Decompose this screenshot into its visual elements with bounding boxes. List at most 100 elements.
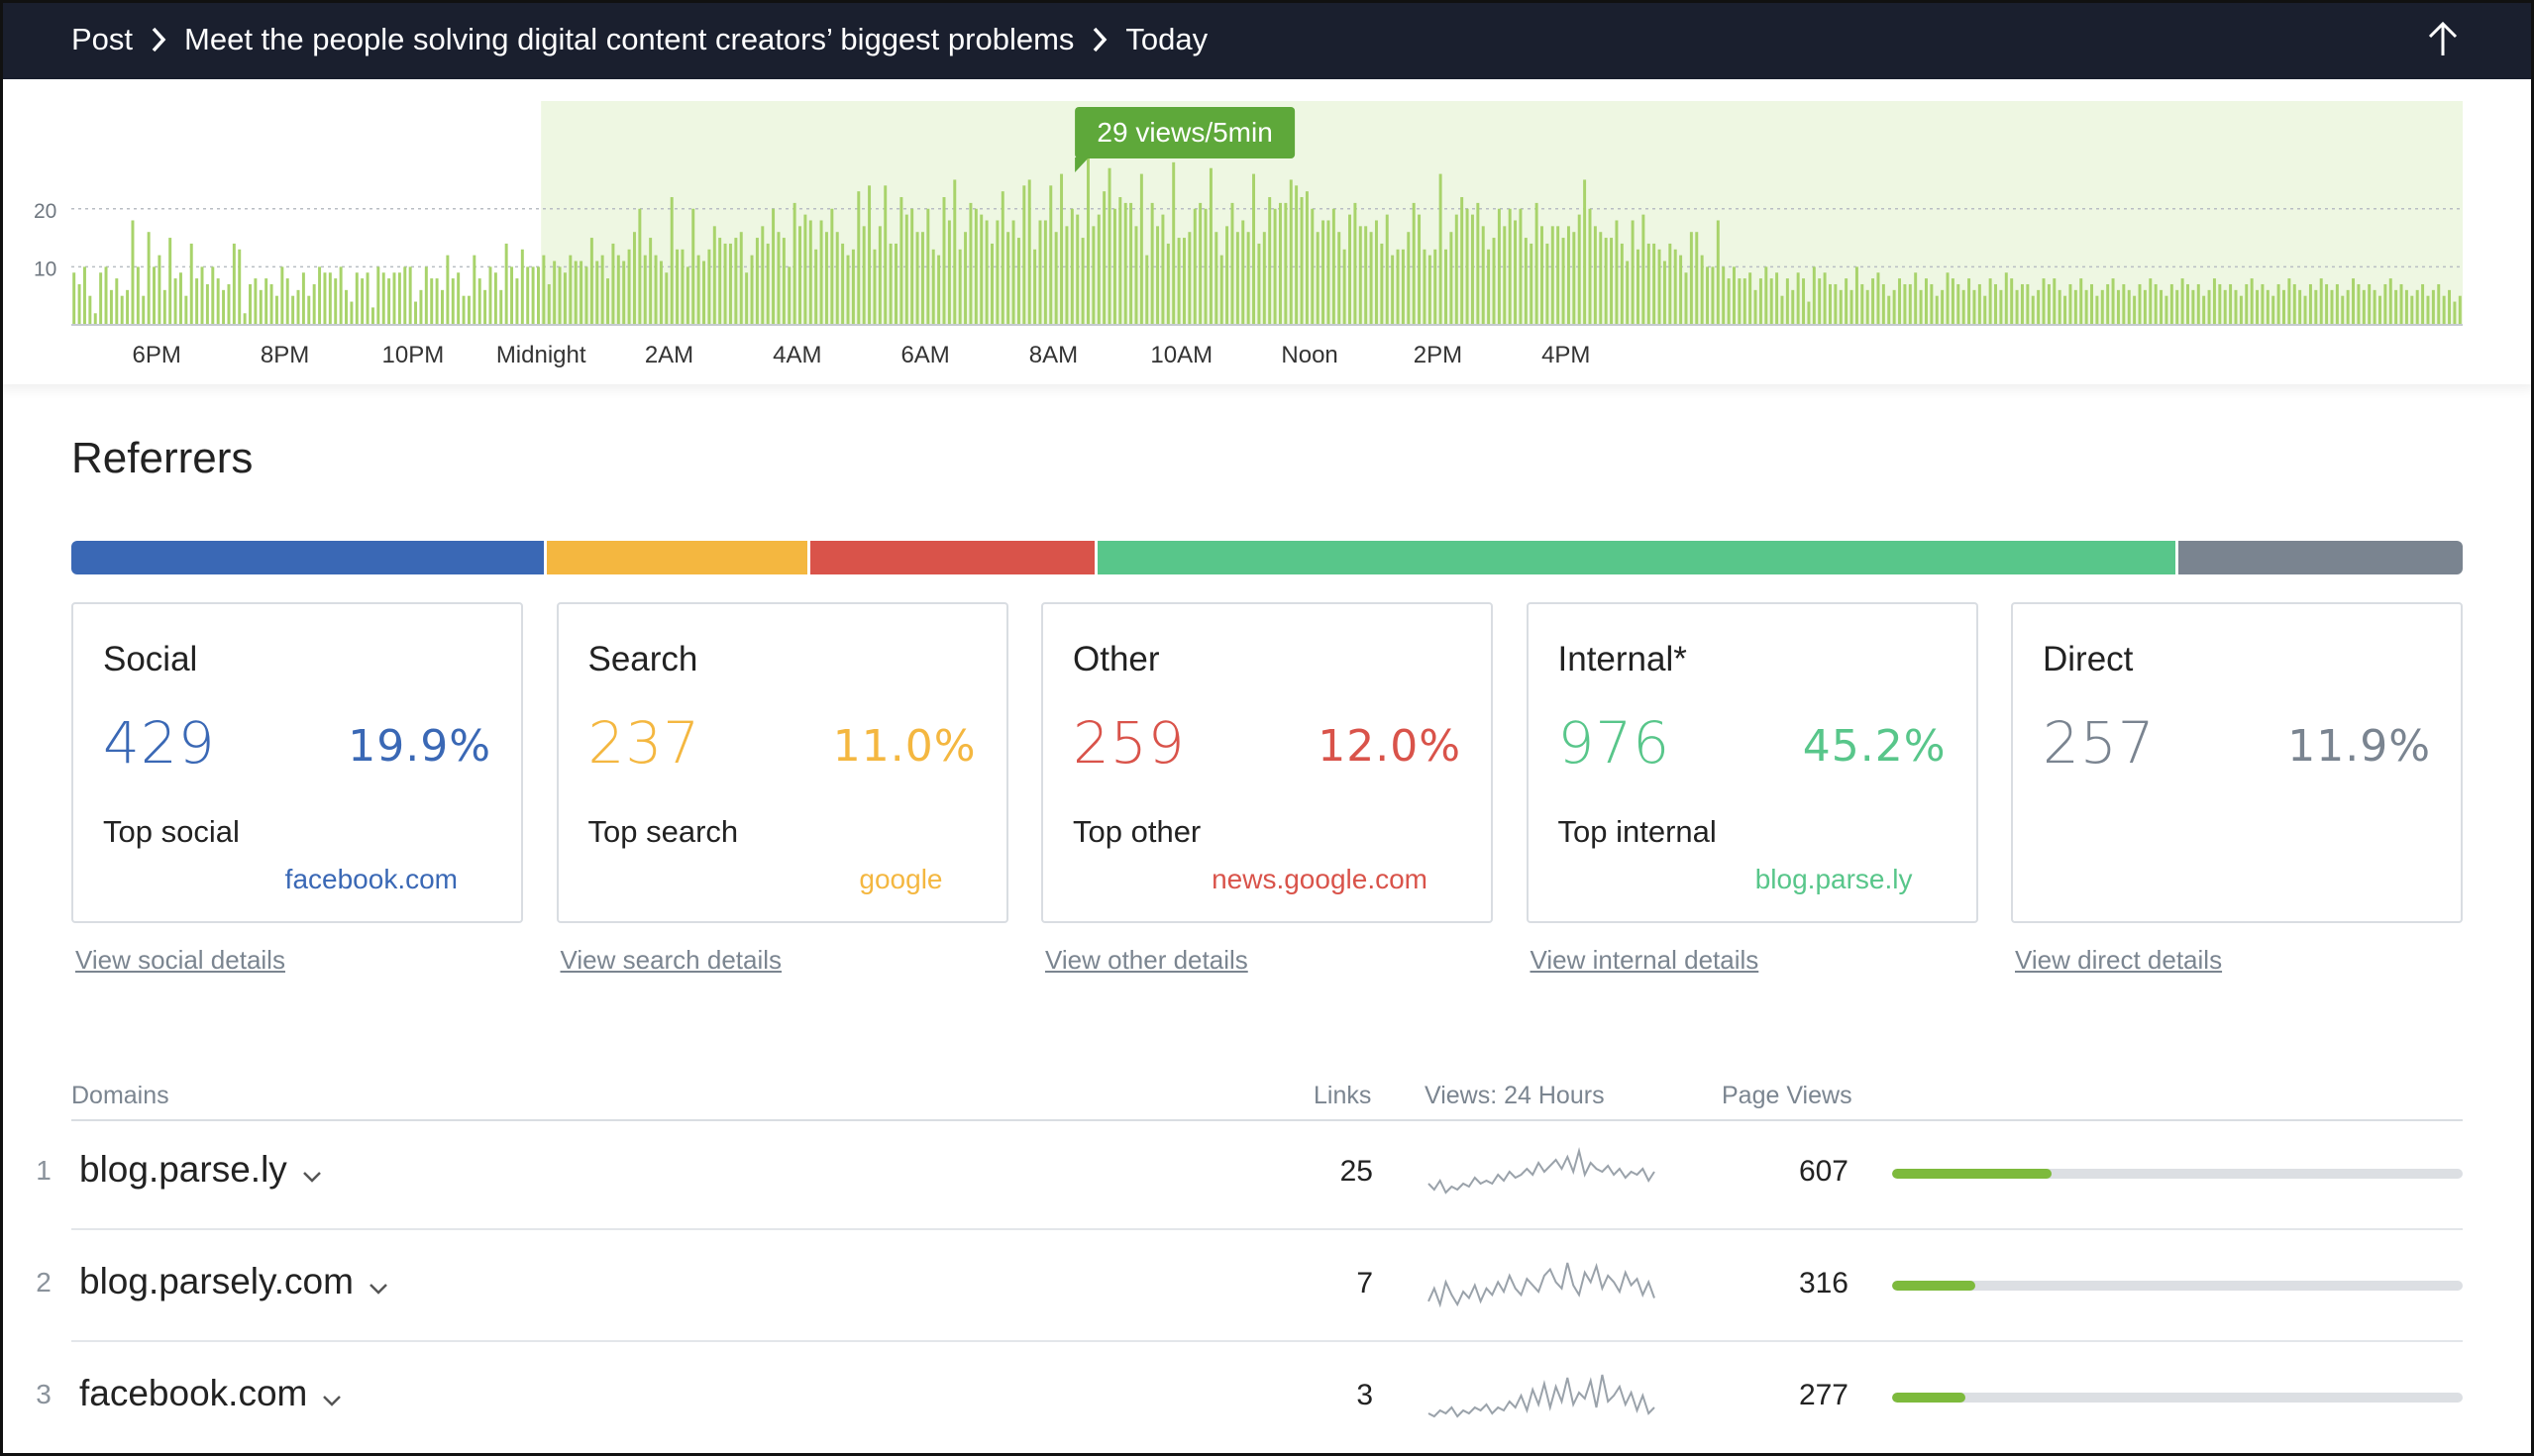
chart-bar[interactable] (361, 278, 365, 325)
chart-bar[interactable] (1631, 220, 1635, 325)
chart-bar[interactable] (1380, 243, 1384, 325)
chart-bar[interactable] (761, 226, 765, 325)
share-segment-internal[interactable] (1097, 541, 2178, 574)
chart-bar[interactable] (1060, 173, 1064, 325)
chart-bar[interactable] (2282, 289, 2285, 325)
chart-bar[interactable] (2058, 289, 2061, 325)
chart-bar[interactable] (2421, 283, 2425, 325)
chart-bar[interactable] (792, 202, 796, 325)
chart-bar[interactable] (153, 266, 157, 325)
chart-bar[interactable] (2377, 295, 2381, 325)
chart-bar[interactable] (1860, 283, 1864, 325)
chart-bar[interactable] (547, 283, 551, 325)
chart-bar[interactable] (328, 272, 332, 325)
chart-bar[interactable] (2218, 283, 2222, 325)
chart-bar[interactable] (1519, 208, 1523, 325)
view-search-details-link[interactable]: View search details (560, 945, 783, 975)
chart-bar[interactable] (1700, 255, 1704, 325)
chart-bar[interactable] (1407, 232, 1411, 325)
chart-bar[interactable] (595, 260, 599, 325)
chart-bar[interactable] (1791, 289, 1795, 325)
chart-bar[interactable] (2223, 289, 2227, 325)
chart-bar[interactable] (1284, 202, 1288, 325)
chart-bar[interactable] (1465, 208, 1469, 325)
chart-bar[interactable] (676, 249, 680, 325)
chart-bar[interactable] (381, 272, 385, 325)
chart-bar[interactable] (2431, 289, 2435, 325)
chart-bar[interactable] (1385, 214, 1389, 325)
chart-bar[interactable] (2256, 289, 2260, 325)
chart-bar[interactable] (589, 238, 593, 325)
chart-bar[interactable] (1401, 249, 1405, 325)
chart-bar[interactable] (2164, 295, 2168, 325)
column-header-links[interactable]: Links (1314, 1082, 1372, 1109)
chart-bar[interactable] (446, 255, 450, 325)
chart-bar[interactable] (2037, 289, 2041, 325)
chart-bar[interactable] (2063, 295, 2067, 325)
chart-bar[interactable] (2133, 295, 2137, 325)
chart-bar[interactable] (2388, 278, 2392, 325)
chart-bar[interactable] (1935, 295, 1939, 325)
chart-bar[interactable] (808, 220, 812, 325)
chart-bar[interactable] (376, 266, 380, 325)
chart-bar[interactable] (1610, 238, 1614, 325)
chart-bar[interactable] (1188, 232, 1192, 325)
referrer-card-social[interactable]: Social 429 19.9% Top social facebook.com (71, 602, 523, 923)
chart-bar[interactable] (991, 243, 994, 325)
chart-bar[interactable] (691, 208, 695, 325)
chart-bar[interactable] (1556, 226, 1560, 325)
chart-bar[interactable] (1742, 278, 1746, 325)
chart-bar[interactable] (1561, 238, 1565, 325)
chart-bar[interactable] (2175, 289, 2179, 325)
chart-bar[interactable] (889, 243, 893, 325)
chart-bar[interactable] (1812, 266, 1816, 325)
chart-bar[interactable] (873, 249, 877, 325)
chart-bar[interactable] (419, 289, 423, 325)
chart-bar[interactable] (632, 232, 636, 325)
chart-bar[interactable] (1711, 266, 1715, 325)
chart-bar[interactable] (670, 197, 674, 325)
chart-bar[interactable] (2292, 283, 2296, 325)
chart-bar[interactable] (782, 238, 786, 325)
share-segment-other[interactable] (809, 541, 1098, 574)
chart-bar[interactable] (99, 272, 103, 325)
column-header-page-views[interactable]: Page Views (1722, 1082, 1852, 1109)
chart-bar[interactable] (1257, 243, 1261, 325)
chart-bar[interactable] (2368, 283, 2372, 325)
chart-bar[interactable] (1497, 208, 1501, 325)
chart-bar[interactable] (120, 295, 124, 325)
chart-bar[interactable] (728, 243, 732, 325)
chart-bar[interactable] (1156, 226, 1160, 325)
chart-bar[interactable] (835, 232, 839, 325)
chart-bar[interactable] (1919, 289, 1923, 325)
chart-bar[interactable] (1193, 208, 1197, 325)
chart-bar[interactable] (1476, 202, 1480, 325)
chart-bar[interactable] (312, 283, 316, 325)
chart-bar[interactable] (1514, 220, 1518, 325)
chart-bar[interactable] (814, 249, 818, 325)
chart-bar[interactable] (1199, 202, 1203, 325)
chart-bar[interactable] (1695, 232, 1699, 325)
chart-bar[interactable] (2308, 283, 2312, 325)
chart-bar[interactable] (1214, 232, 1218, 325)
chart-bar[interactable] (2303, 295, 2307, 325)
chart-bar[interactable] (1129, 202, 1133, 325)
chart-bar[interactable] (942, 197, 946, 325)
chart-bar[interactable] (2394, 289, 2398, 325)
chart-bar[interactable] (2458, 295, 2462, 325)
chart-bar[interactable] (574, 260, 578, 325)
chart-bar[interactable] (2426, 295, 2430, 325)
chart-bar[interactable] (1924, 278, 1928, 325)
chart-bar[interactable] (2042, 278, 2046, 325)
chart-bar[interactable] (1999, 289, 2003, 325)
chart-bar[interactable] (1123, 202, 1127, 325)
chart-bar[interactable] (499, 289, 503, 325)
chart-bar[interactable] (216, 278, 220, 325)
chart-bar[interactable] (205, 283, 209, 325)
arrow-up-icon[interactable] (2423, 20, 2463, 59)
chart-bar[interactable] (227, 283, 231, 325)
chart-bar[interactable] (211, 266, 215, 325)
chart-bar[interactable] (718, 238, 722, 325)
chart-bar[interactable] (622, 260, 626, 325)
chart-bar[interactable] (1524, 238, 1528, 325)
